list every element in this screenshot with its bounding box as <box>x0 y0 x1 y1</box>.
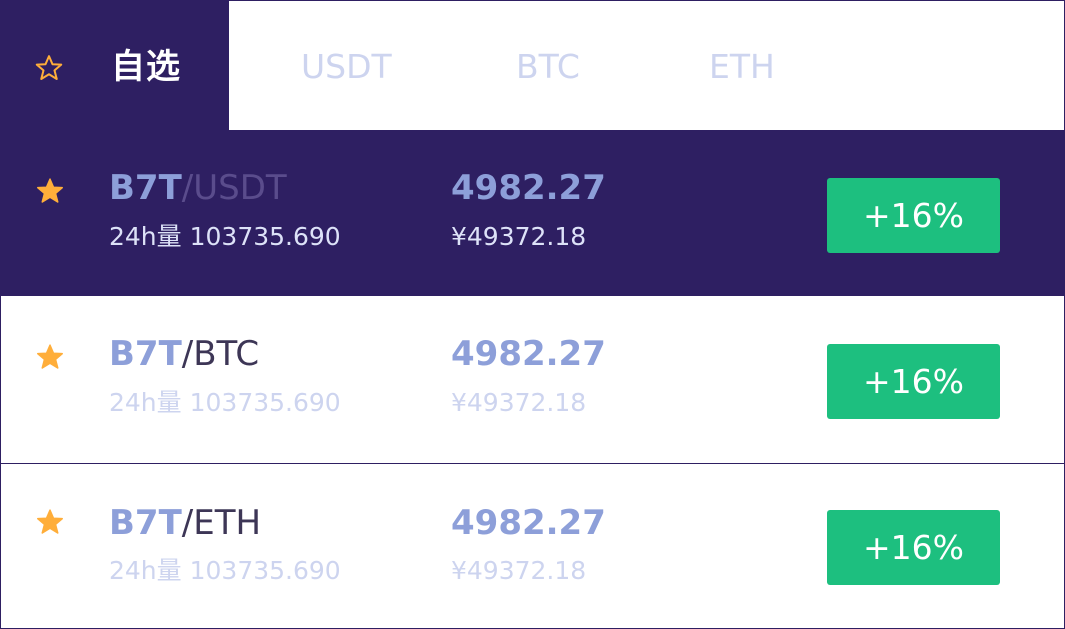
pair-base: B7T <box>109 334 182 374</box>
last-price: 4982.27 <box>451 168 606 208</box>
change-badge[interactable]: +16% <box>827 510 1000 585</box>
market-row-eth[interactable]: B7T/ETH 24h量 103735.690 4982.27 ¥49372.1… <box>1 464 1064 628</box>
tab-favorites[interactable]: 自选 <box>1 1 229 131</box>
market-row-btc[interactable]: B7T/BTC 24h量 103735.690 4982.27 ¥49372.1… <box>1 297 1064 462</box>
volume-24h: 24h量 103735.690 <box>109 222 341 251</box>
market-row-usdt[interactable]: B7T/USDT 24h量 103735.690 4982.27 ¥49372.… <box>1 131 1064 296</box>
trading-pair: B7T/BTC <box>109 333 259 375</box>
pair-quote: /ETH <box>181 503 262 543</box>
price-cny: ¥49372.18 <box>451 388 587 417</box>
trading-pair: B7T/USDT <box>109 167 287 209</box>
star-filled-icon[interactable] <box>35 342 65 372</box>
change-badge[interactable]: +16% <box>827 344 1000 419</box>
trading-pair: B7T/ETH <box>109 502 261 544</box>
pair-quote: /BTC <box>181 334 260 374</box>
star-outline-icon <box>35 55 63 80</box>
pair-base: B7T <box>109 168 182 208</box>
volume-24h: 24h量 103735.690 <box>109 556 341 585</box>
last-price: 4982.27 <box>451 503 606 543</box>
price-cny: ¥49372.18 <box>451 556 587 585</box>
row-divider <box>1 463 1064 464</box>
market-tabs: 自选 USDT BTC ETH <box>1 1 1064 131</box>
tab-usdt[interactable]: USDT <box>301 47 392 86</box>
star-filled-icon[interactable] <box>35 507 65 537</box>
change-badge[interactable]: +16% <box>827 178 1000 253</box>
volume-24h: 24h量 103735.690 <box>109 388 341 417</box>
star-filled-icon[interactable] <box>35 176 65 206</box>
tab-eth[interactable]: ETH <box>709 47 775 86</box>
pair-base: B7T <box>109 503 182 543</box>
last-price: 4982.27 <box>451 334 606 374</box>
pair-quote: /USDT <box>181 168 287 208</box>
tab-favorites-label: 自选 <box>111 47 181 87</box>
tab-btc[interactable]: BTC <box>516 47 580 86</box>
price-cny: ¥49372.18 <box>451 222 587 251</box>
tabs-divider <box>229 130 1064 131</box>
